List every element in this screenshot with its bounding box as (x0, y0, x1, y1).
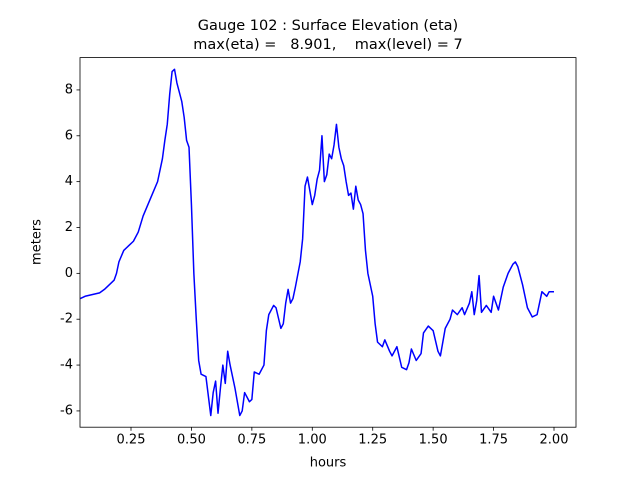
x-tick-label: 0.75 (237, 433, 266, 448)
y-tick-label: 6 (65, 128, 73, 143)
x-tick-label: 1.00 (298, 433, 327, 448)
y-tick-label: -6 (60, 403, 73, 418)
x-tick-label: 0.50 (177, 433, 206, 448)
y-tick-label: 8 (65, 82, 73, 97)
y-tick-label: 2 (65, 220, 73, 235)
y-tick-label: 0 (65, 266, 73, 281)
chart-subtitle: max(eta) = 8.901, max(level) = 7 (193, 37, 463, 53)
chart-title: Gauge 102 : Surface Elevation (eta) (198, 18, 458, 34)
x-tick-label: 1.75 (479, 433, 508, 448)
plot-frame (79, 57, 577, 428)
x-tick-label: 1.25 (358, 433, 387, 448)
x-tick-label: 2.00 (540, 433, 569, 448)
y-tick-label: -2 (60, 312, 73, 327)
x-axis-label: hours (310, 456, 347, 471)
data-line (80, 68, 554, 417)
x-tick-label: 0.25 (117, 433, 146, 448)
y-tick-label: 4 (65, 174, 73, 189)
y-tick-label: -4 (60, 358, 73, 373)
y-axis-label: meters (30, 219, 45, 265)
x-tick-label: 1.50 (419, 433, 448, 448)
